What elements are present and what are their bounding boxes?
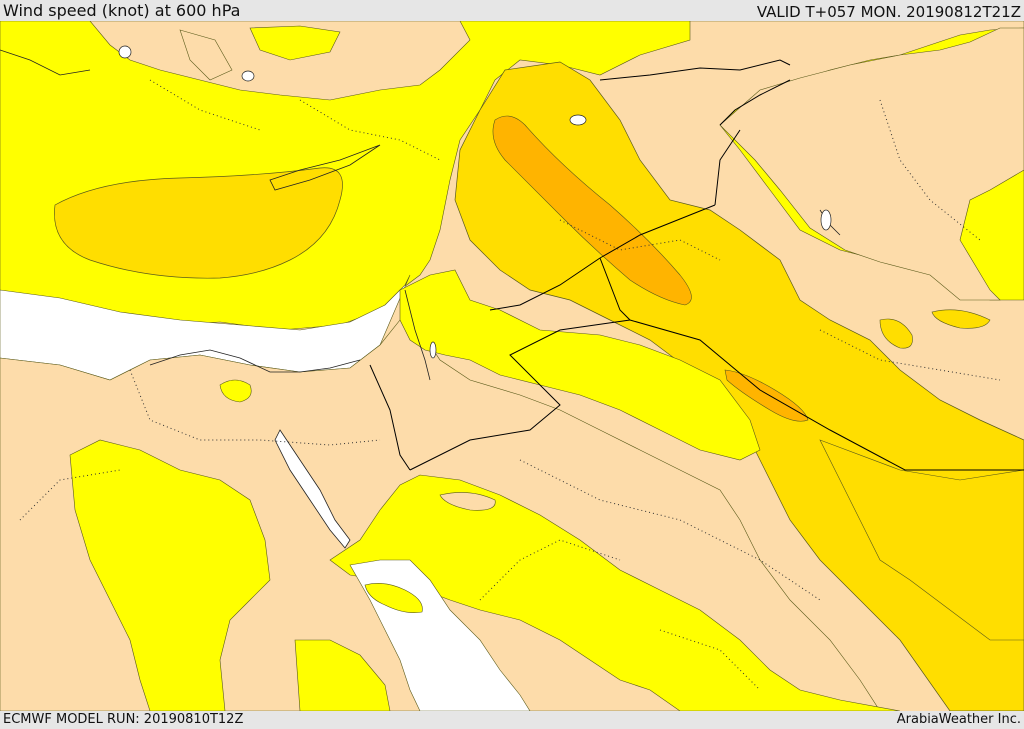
country-borders — [369, 59, 1024, 471]
red-sea-yellow-islet — [364, 583, 423, 613]
province-lines — [19, 79, 1001, 691]
nile-delta-yellow — [219, 379, 252, 403]
lakes-islands — [118, 45, 832, 359]
gulf-gold-corner — [819, 439, 1024, 641]
anatolia-low-patch-2 — [179, 29, 233, 81]
egypt-yellow-south — [294, 639, 391, 711]
anatolia-yellow-patch — [249, 25, 341, 61]
model-run-label: ECMWF MODEL RUN: 20190810T12Z — [3, 712, 244, 727]
footer-bar: ECMWF MODEL RUN: 20190810T12Z ArabiaWeat… — [0, 711, 1024, 729]
gulf-of-suez — [274, 429, 351, 549]
map-title: Wind speed (knot) at 600 hPa — [3, 1, 241, 20]
gold-patch-iran — [931, 309, 991, 329]
valid-time: VALID T+057 MON. 20190812T21Z — [756, 3, 1021, 21]
saudi-yellow — [329, 474, 901, 711]
levant-yellow — [399, 269, 761, 461]
credit-label: ArabiaWeather Inc. — [896, 712, 1021, 727]
orange-jet-core-south — [724, 369, 809, 422]
orange-jet-core-north — [492, 115, 692, 306]
header-bar: Wind speed (knot) at 600 hPa VALID T+057… — [0, 0, 1024, 21]
egypt-yellow-west — [69, 439, 271, 711]
saudi-low-pocket — [439, 492, 496, 511]
gold-patch-iraq — [879, 318, 913, 349]
northeast-low-wind — [719, 27, 1024, 301]
cyprus-gold-zone — [54, 167, 343, 279]
wind-speed-map[interactable] — [0, 21, 1024, 711]
